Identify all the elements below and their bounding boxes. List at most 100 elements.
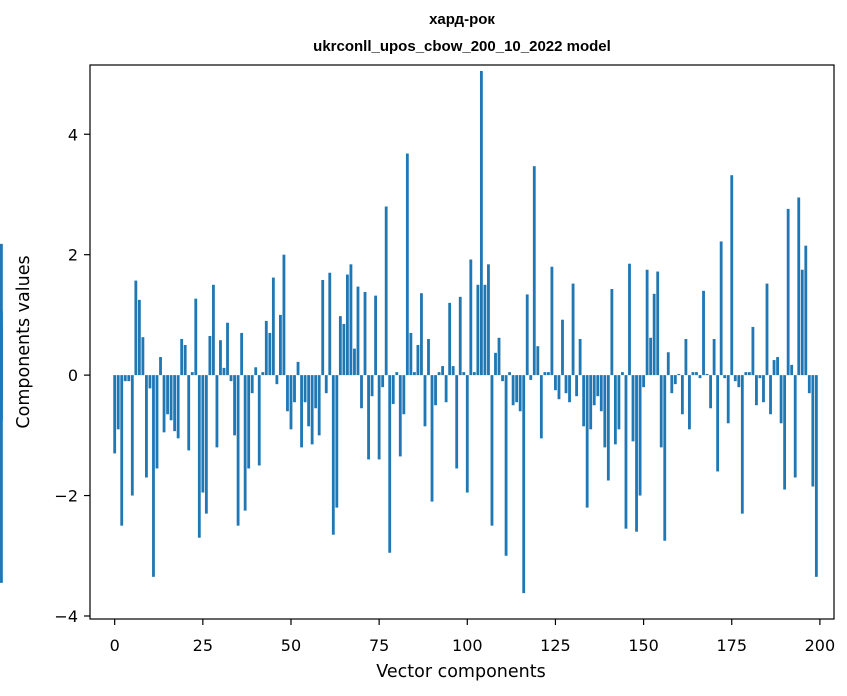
- bar: [472, 372, 476, 376]
- bar: [680, 375, 684, 415]
- bar: [377, 375, 381, 460]
- bar: [582, 375, 586, 427]
- bar: [483, 284, 487, 376]
- y-tick-label: 2: [68, 246, 78, 265]
- bar: [356, 286, 360, 376]
- bar: [568, 375, 571, 403]
- bar: [233, 375, 236, 436]
- bar: [663, 375, 667, 541]
- bar: [635, 375, 638, 532]
- bar: [659, 375, 663, 448]
- bar: [169, 375, 173, 421]
- bar: [201, 375, 205, 493]
- bar: [176, 375, 180, 439]
- bar: [631, 375, 635, 442]
- bars-group: [0, 71, 818, 594]
- bar: [596, 375, 600, 397]
- bar: [187, 375, 191, 451]
- bar: [148, 375, 152, 389]
- bar: [652, 293, 656, 376]
- bar: [395, 372, 399, 376]
- x-tick-label: 150: [628, 636, 659, 655]
- bar: [758, 375, 762, 379]
- bar: [469, 259, 473, 376]
- y-tick-label: −4: [54, 607, 78, 626]
- bar: [282, 254, 286, 376]
- bar: [300, 375, 303, 448]
- bar: [345, 274, 349, 376]
- bar: [367, 375, 370, 460]
- bar: [307, 375, 311, 427]
- bar: [603, 375, 607, 448]
- bar: [811, 375, 815, 487]
- bar: [120, 375, 124, 526]
- bar: [229, 375, 233, 382]
- bar: [0, 375, 3, 583]
- bar: [180, 338, 184, 376]
- bar: [723, 375, 727, 379]
- bar: [434, 375, 437, 406]
- bar: [525, 294, 529, 376]
- bar: [402, 375, 406, 415]
- bar: [409, 332, 413, 376]
- bar: [141, 337, 145, 376]
- bar: [783, 375, 787, 490]
- bar: [719, 241, 723, 376]
- bar: [412, 372, 416, 376]
- bar: [476, 284, 480, 376]
- bar: [755, 375, 758, 406]
- bar: [321, 279, 325, 376]
- bar: [384, 206, 388, 376]
- bar: [621, 372, 624, 376]
- bar: [645, 269, 649, 376]
- bar: [529, 375, 533, 380]
- bar: [388, 375, 392, 553]
- bar: [487, 264, 490, 376]
- bar: [0, 375, 3, 421]
- bar: [691, 372, 695, 376]
- bar: [416, 345, 420, 376]
- bar: [335, 375, 339, 508]
- bar: [448, 302, 452, 376]
- bar: [219, 340, 222, 376]
- bar: [585, 375, 589, 508]
- bar: [338, 316, 342, 376]
- bar: [518, 375, 522, 412]
- bar: [698, 375, 702, 379]
- bar: [444, 375, 448, 403]
- bar: [730, 175, 734, 376]
- bar: [564, 375, 568, 394]
- bar: [511, 375, 515, 406]
- bar: [497, 337, 501, 376]
- bar: [130, 375, 134, 496]
- x-tick-label: 100: [452, 636, 483, 655]
- bar: [501, 375, 504, 382]
- bar: [430, 375, 434, 502]
- bar: [381, 375, 385, 388]
- bar: [113, 375, 117, 454]
- bar: [215, 375, 219, 448]
- bar: [575, 375, 579, 397]
- bar: [508, 372, 512, 376]
- x-tick-label: 50: [281, 636, 301, 655]
- bar: [561, 319, 564, 376]
- bar: [539, 375, 543, 439]
- bar: [532, 166, 536, 376]
- bar: [744, 372, 748, 376]
- bar: [268, 332, 272, 376]
- bar: [458, 296, 462, 376]
- bar: [776, 357, 779, 376]
- bar: [0, 325, 3, 376]
- x-axis-label: Vector components: [376, 662, 545, 682]
- bar: [642, 375, 645, 388]
- bar: [772, 360, 776, 376]
- bar: [257, 375, 261, 466]
- bar: [688, 375, 691, 430]
- bar: [804, 245, 808, 376]
- bar: [405, 153, 409, 376]
- bar: [173, 375, 177, 432]
- x-tick-label: 0: [110, 636, 120, 655]
- bar: [374, 295, 378, 376]
- bar: [670, 375, 674, 394]
